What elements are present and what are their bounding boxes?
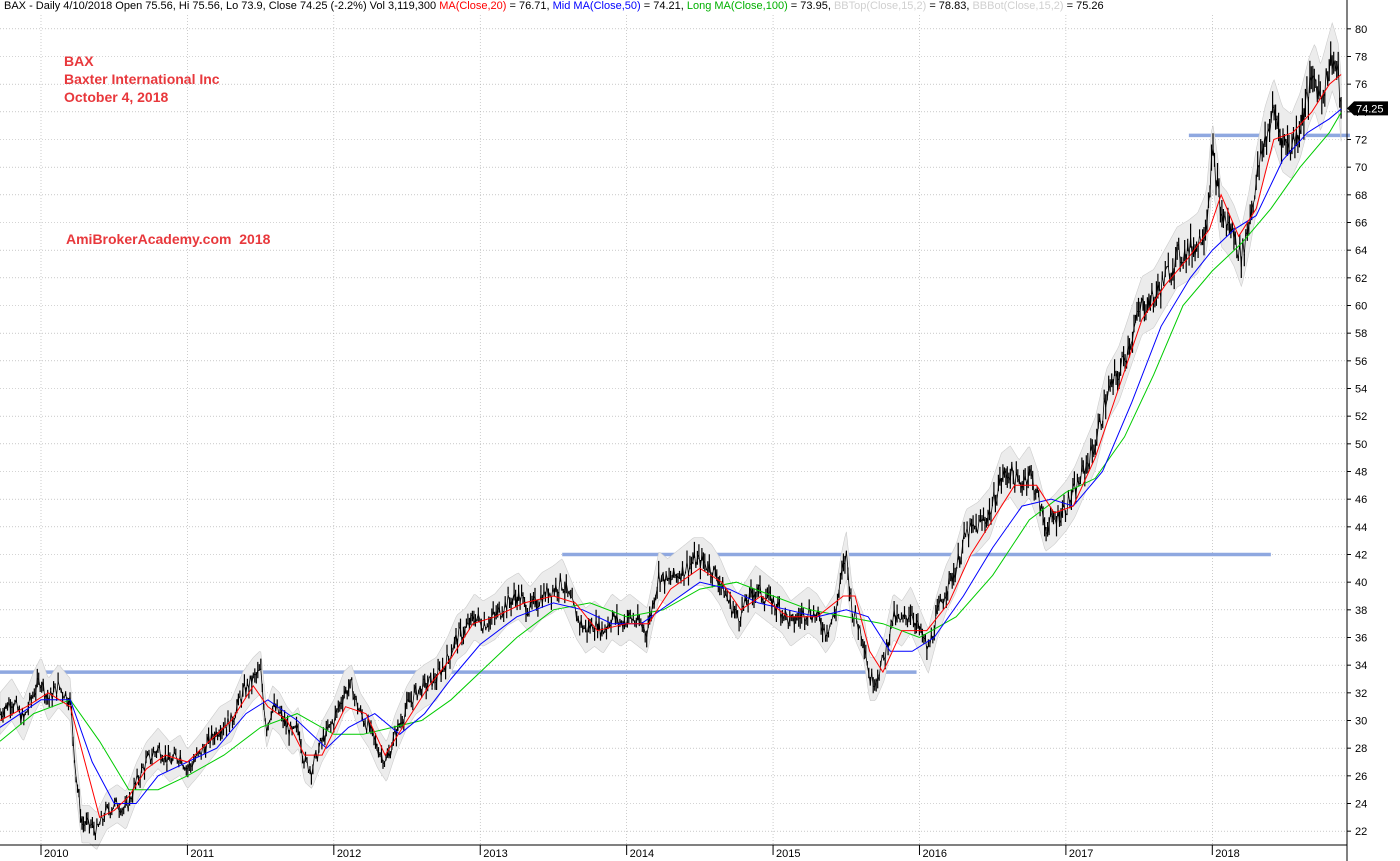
- header-bbbot-value: = 75.26: [1063, 0, 1104, 12]
- ma100-line: [0, 112, 1342, 791]
- header-ma100: Long MA(Close,100): [686, 0, 788, 12]
- series: [0, 21, 1342, 850]
- y-tick-label: 50: [1355, 439, 1367, 451]
- y-tick-label: 58: [1355, 328, 1367, 340]
- bollinger-band: [0, 21, 1342, 850]
- y-tick-label: 28: [1355, 743, 1367, 755]
- last-price-marker: 74.25: [1347, 101, 1388, 116]
- header-bbtop: BBTop(Close,15,2): [833, 0, 927, 12]
- header-ma50: Mid MA(Close,50): [552, 0, 641, 12]
- y-tick-label: 44: [1355, 522, 1367, 534]
- y-tick-label: 38: [1355, 605, 1367, 617]
- y-tick-label: 48: [1355, 467, 1367, 479]
- y-tick-label: 64: [1355, 245, 1367, 257]
- last-price-tag: [1347, 101, 1388, 116]
- y-tick-label: 80: [1355, 24, 1367, 36]
- annotation-company: Baxter International Inc: [64, 71, 220, 87]
- x-tick-label: 2011: [190, 848, 214, 860]
- y-tick-label: 56: [1355, 356, 1367, 368]
- ma20-line: [0, 74, 1342, 819]
- x-tick-label: 2010: [44, 848, 68, 860]
- x-tick-label: 2013: [483, 848, 507, 860]
- annotation-date: October 4, 2018: [64, 89, 169, 105]
- y-tick-label: 42: [1355, 550, 1367, 562]
- annotation-watermark: AmiBrokerAcademy.com 2018: [66, 231, 271, 247]
- y-tick-label: 36: [1355, 633, 1367, 645]
- x-tick-label: 2016: [922, 848, 946, 860]
- y-tick-label: 26: [1355, 771, 1367, 783]
- y-tick-label: 66: [1355, 218, 1367, 230]
- y-tick-label: 54: [1355, 384, 1367, 396]
- last-price-label: 74.25: [1356, 103, 1384, 115]
- y-tick-label: 60: [1355, 301, 1367, 313]
- header-main: BAX - Daily 4/10/2018 Open 75.56, Hi 75.…: [4, 0, 437, 12]
- y-tick-label: 70: [1355, 162, 1367, 174]
- price-line: [0, 53, 1342, 837]
- y-tick-label: 62: [1355, 273, 1367, 285]
- y-tick-label: 40: [1355, 577, 1367, 589]
- header-ma100-value: = 73.95,: [787, 0, 834, 12]
- y-tick-label: 76: [1355, 79, 1367, 91]
- y-tick-label: 34: [1355, 660, 1367, 672]
- header-ma20-value: = 76.71,: [506, 0, 553, 12]
- y-tick-label: 78: [1355, 52, 1367, 64]
- annotation-ticker: BAX: [64, 53, 94, 69]
- annotation-block: BAX Baxter International Inc October 4, …: [64, 52, 220, 106]
- header-ma50-value: = 74.21,: [640, 0, 687, 12]
- header-bbbot: BBBot(Close,15,2): [972, 0, 1064, 12]
- chart-header: BAX - Daily 4/10/2018 Open 75.56, Hi 75.…: [4, 0, 1104, 12]
- x-tick-label: 2015: [776, 848, 800, 860]
- x-tick-label: 2012: [337, 848, 361, 860]
- x-tick-label: 2014: [630, 848, 654, 860]
- y-tick-label: 24: [1355, 799, 1367, 811]
- y-tick-label: 46: [1355, 494, 1367, 506]
- y-tick-label: 32: [1355, 688, 1367, 700]
- header-bbtop-value: = 78.83,: [926, 0, 973, 12]
- x-tick-label: 2017: [1069, 848, 1093, 860]
- header-ma20: MA(Close,20): [439, 0, 507, 12]
- y-tick-label: 52: [1355, 411, 1367, 423]
- y-tick-label: 68: [1355, 190, 1367, 202]
- x-tick-label: 2018: [1215, 848, 1239, 860]
- y-tick-label: 72: [1355, 135, 1367, 147]
- y-tick-label: 22: [1355, 826, 1367, 838]
- ma50-line: [0, 108, 1342, 804]
- y-tick-label: 30: [1355, 716, 1367, 728]
- grid: [0, 15, 1347, 845]
